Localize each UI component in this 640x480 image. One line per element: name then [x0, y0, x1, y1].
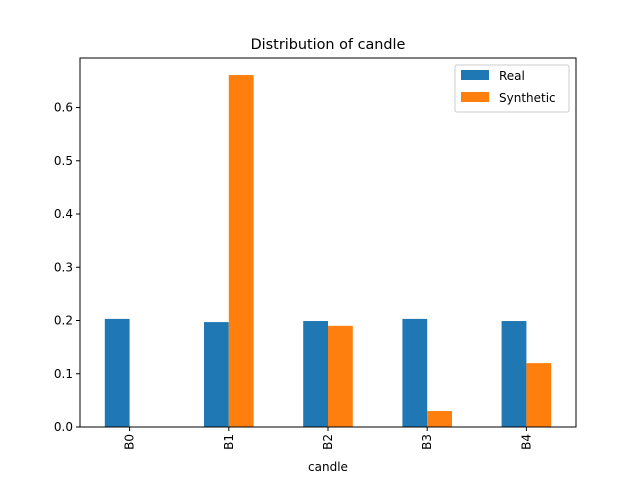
bar-real-b1	[204, 322, 229, 427]
y-tick-label: 0.4	[54, 207, 73, 221]
y-tick-label: 0.3	[54, 260, 73, 274]
chart-title: Distribution of candle	[251, 37, 406, 53]
plot-frame	[79, 57, 577, 428]
bar-synthetic-b1	[228, 75, 254, 427]
x-axis: B0 B1 B2 B3 B4	[123, 427, 533, 450]
bar-synthetic-b3	[427, 411, 452, 427]
x-tick-label: B2	[321, 434, 335, 450]
x-tick-label: B0	[123, 434, 137, 450]
bar-real-b4	[501, 321, 527, 427]
x-tick-label: B3	[420, 434, 434, 450]
bar-real-b2	[303, 321, 328, 427]
y-tick-label: 0.6	[54, 101, 73, 115]
y-tick-label: 0.1	[54, 367, 73, 381]
legend-label-synthetic: Synthetic	[499, 91, 556, 105]
x-tick-label: B4	[519, 434, 533, 450]
bars-group	[104, 75, 552, 427]
y-tick-label: 0.5	[54, 154, 73, 168]
legend: Real Synthetic	[454, 64, 570, 113]
x-axis-label: candle	[308, 460, 348, 474]
bar-real-b3	[402, 318, 428, 427]
y-axis: 0.0 0.1 0.2 0.3 0.4 0.5 0.6	[54, 101, 80, 434]
y-tick-label: 0.0	[54, 420, 73, 434]
x-tick-label: B1	[222, 434, 236, 450]
legend-swatch-synthetic	[461, 92, 489, 102]
y-tick-label: 0.2	[54, 314, 73, 328]
bar-synthetic-b4	[526, 363, 552, 427]
legend-label-real: Real	[499, 69, 525, 83]
bar-real-b0	[104, 318, 130, 427]
legend-swatch-real	[461, 70, 489, 80]
bar-synthetic-b2	[328, 325, 353, 427]
